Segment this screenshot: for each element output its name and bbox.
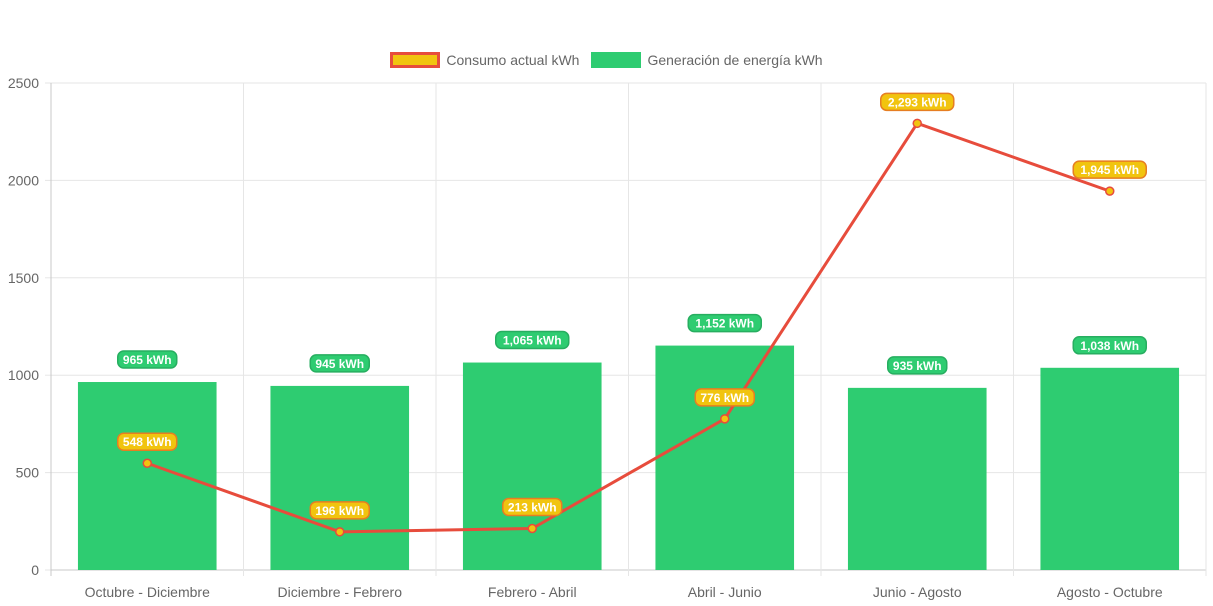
bar-data-label: 945 kWh	[315, 357, 364, 371]
line-data-label: 196 kWh	[315, 504, 364, 518]
x-tick-label: Junio - Agosto	[873, 584, 962, 600]
line-data-label: 213 kWh	[508, 501, 557, 515]
bar	[847, 387, 987, 570]
y-tick-label: 1000	[8, 367, 39, 383]
bar-data-label: 1,152 kWh	[695, 317, 754, 331]
x-tick-label: Febrero - Abril	[488, 584, 577, 600]
bar-data-label-bg	[887, 356, 948, 375]
x-tick-label: Agosto - Octubre	[1057, 584, 1163, 600]
legend-swatch-generacion	[591, 52, 642, 68]
line-data-label: 776 kWh	[700, 391, 749, 405]
line-data-label: 548 kWh	[123, 435, 172, 449]
legend: Consumo actual kWh Generación de energía…	[0, 52, 1213, 68]
line-point	[142, 458, 152, 468]
x-tick-label: Abril - Junio	[688, 584, 762, 600]
bar-data-label: 1,065 kWh	[503, 334, 562, 348]
x-tick-label: Diciembre - Febrero	[278, 584, 403, 600]
y-tick-label: 0	[31, 562, 39, 578]
y-tick-label: 2500	[8, 75, 39, 91]
line-data-label-bg	[1072, 160, 1147, 179]
bar-data-label: 1,038 kWh	[1080, 339, 1139, 353]
bar-data-label: 965 kWh	[123, 353, 172, 367]
legend-label-generacion: Generación de energía kWh	[647, 52, 823, 68]
x-tick-label: Octubre - Diciembre	[85, 584, 210, 600]
y-tick-label: 2000	[8, 172, 39, 188]
line-point	[527, 523, 537, 534]
bar-data-label-bg	[1072, 336, 1147, 355]
bar-data-label-bg	[309, 354, 370, 373]
legend-item-generacion[interactable]: Generación de energía kWh	[591, 52, 823, 68]
line-point	[720, 414, 730, 424]
y-tick-label: 1500	[8, 270, 39, 286]
line-series	[146, 121, 1111, 534]
bar-data-label-bg	[495, 330, 570, 350]
line-data-label-bg	[880, 92, 955, 112]
line-data-label: 2,293 kWh	[888, 95, 947, 109]
line-data-label-bg	[502, 497, 563, 517]
line-point	[912, 118, 922, 129]
bar	[462, 362, 602, 570]
bar-data-label: 935 kWh	[893, 359, 942, 373]
legend-swatch-consumo	[390, 52, 441, 68]
bar	[270, 385, 410, 570]
line-data-label-bg	[309, 501, 370, 520]
line-point	[335, 527, 345, 537]
legend-item-consumo[interactable]: Consumo actual kWh	[390, 52, 579, 68]
bar	[655, 345, 795, 570]
bar	[1040, 367, 1180, 570]
bar-data-label-bg	[687, 313, 762, 333]
y-tick-label: 500	[16, 465, 40, 481]
bar-data-label-bg	[117, 350, 178, 369]
line-data-label: 1,945 kWh	[1080, 163, 1139, 177]
line-data-label-bg	[117, 432, 178, 451]
line-point	[1105, 186, 1115, 196]
line-data-label-bg	[694, 388, 755, 407]
legend-label-consumo: Consumo actual kWh	[446, 52, 580, 68]
bar	[77, 382, 217, 570]
